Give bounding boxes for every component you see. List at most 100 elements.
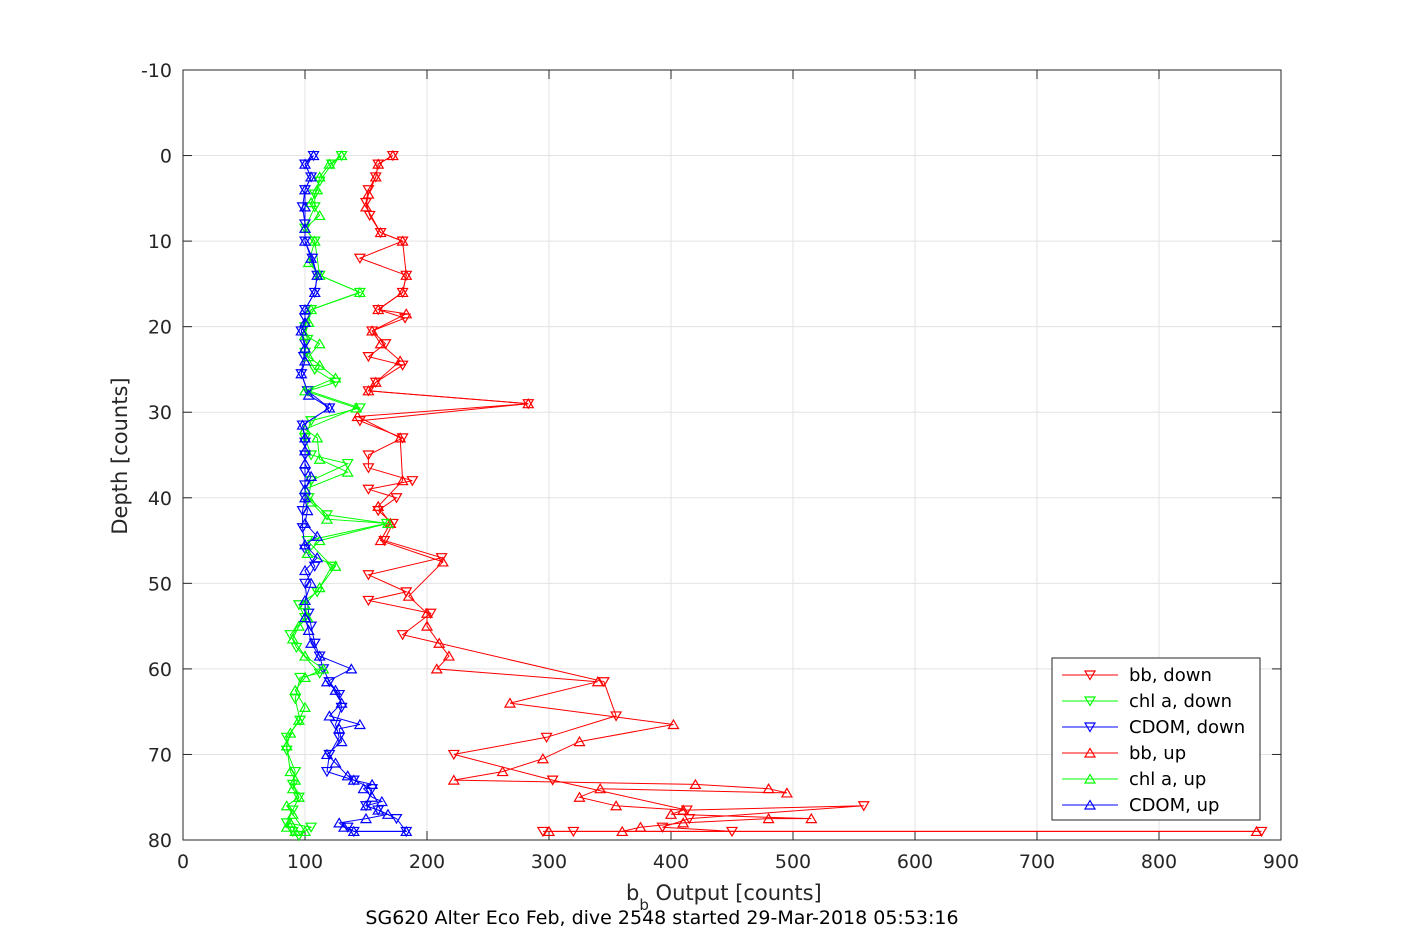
y-tick-label: -10 [141,60,172,82]
data-point [362,570,375,581]
data-point [424,608,437,619]
data-point [366,778,379,789]
data-point [406,476,419,487]
data-point [295,368,308,379]
data-point [302,389,315,400]
data-point [289,825,302,837]
data-point [396,630,409,641]
data-point [313,209,326,221]
data-point [442,650,456,661]
data-point [298,316,312,327]
data-point [311,269,324,280]
data-point [323,402,336,413]
data-point [298,650,312,661]
data-point [305,577,318,588]
data-point [329,757,342,768]
data-point [594,782,607,794]
data-point [308,286,321,298]
data-point [433,637,446,648]
data-point [353,253,366,264]
data-point [308,235,321,246]
data-point [313,171,326,182]
data-point [573,791,586,802]
data-point [536,826,549,838]
data-point [496,765,509,777]
x-tick-label: 0 [177,851,189,873]
data-point [298,594,312,606]
data-point [294,715,307,726]
data-point [400,269,413,280]
data-point [307,149,320,161]
data-point [656,822,669,833]
series-chl-a-up [280,149,395,837]
y-tick-label: 30 [148,402,172,424]
data-point [362,484,375,495]
x-tick-label: 100 [287,851,323,873]
data-point [284,727,297,738]
x-tick-label: 200 [409,851,445,873]
data-point [372,500,385,511]
data-point [311,530,324,541]
data-point [420,620,434,631]
data-point [313,359,326,370]
data-point [503,697,517,708]
data-point [677,817,690,828]
x-tick-label: 400 [653,851,689,873]
data-point [292,791,305,802]
data-point [762,812,775,824]
data-point [298,303,312,315]
data-point [320,766,334,778]
x-tick-label: 900 [1263,851,1299,873]
legend-marker [1083,799,1097,810]
data-point [335,735,348,747]
data-point [335,697,348,708]
data-point [280,740,293,751]
x-axis-label-subscript: b [639,896,649,914]
data-point [396,235,409,246]
data-point [362,463,375,474]
data-point [394,355,407,366]
data-point [292,620,305,631]
data-point [329,684,342,695]
data-point [320,510,334,521]
series-line [358,155,1262,832]
data-point [320,748,334,760]
data-point [333,817,346,828]
data-point [667,718,680,730]
data-point [305,303,318,315]
data-point [435,553,448,564]
data-point [284,765,297,777]
legend-label: CDOM, down [1129,717,1245,738]
data-point [357,782,370,794]
data-point [362,450,375,461]
data-point [289,684,302,695]
data-point [522,397,535,409]
legend-marker [1083,696,1097,707]
data-point [323,158,336,169]
data-point [313,338,326,349]
data-point [305,252,318,263]
data-point [280,800,293,811]
data-point [380,518,393,530]
data-point [298,222,312,233]
data-point [390,814,403,825]
x-tick-label: 800 [1141,851,1177,873]
data-point [301,504,314,516]
data-point [329,560,342,571]
x-axis-label-rest: Output [counts] [649,881,822,905]
data-point [341,770,354,781]
y-tick-label: 0 [160,146,172,168]
data-point [298,184,312,195]
data-point [351,410,364,422]
data-point [311,551,324,563]
data-point [762,782,775,794]
plot-area-frame [182,69,1282,841]
y-tick-label: 40 [148,488,172,510]
data-point [292,714,305,725]
x-tick-label: 500 [775,851,811,873]
data-point [436,556,449,567]
data-point [362,595,375,607]
series-line [355,155,1257,832]
y-tick-label: 10 [148,231,172,253]
data-point [329,719,342,731]
